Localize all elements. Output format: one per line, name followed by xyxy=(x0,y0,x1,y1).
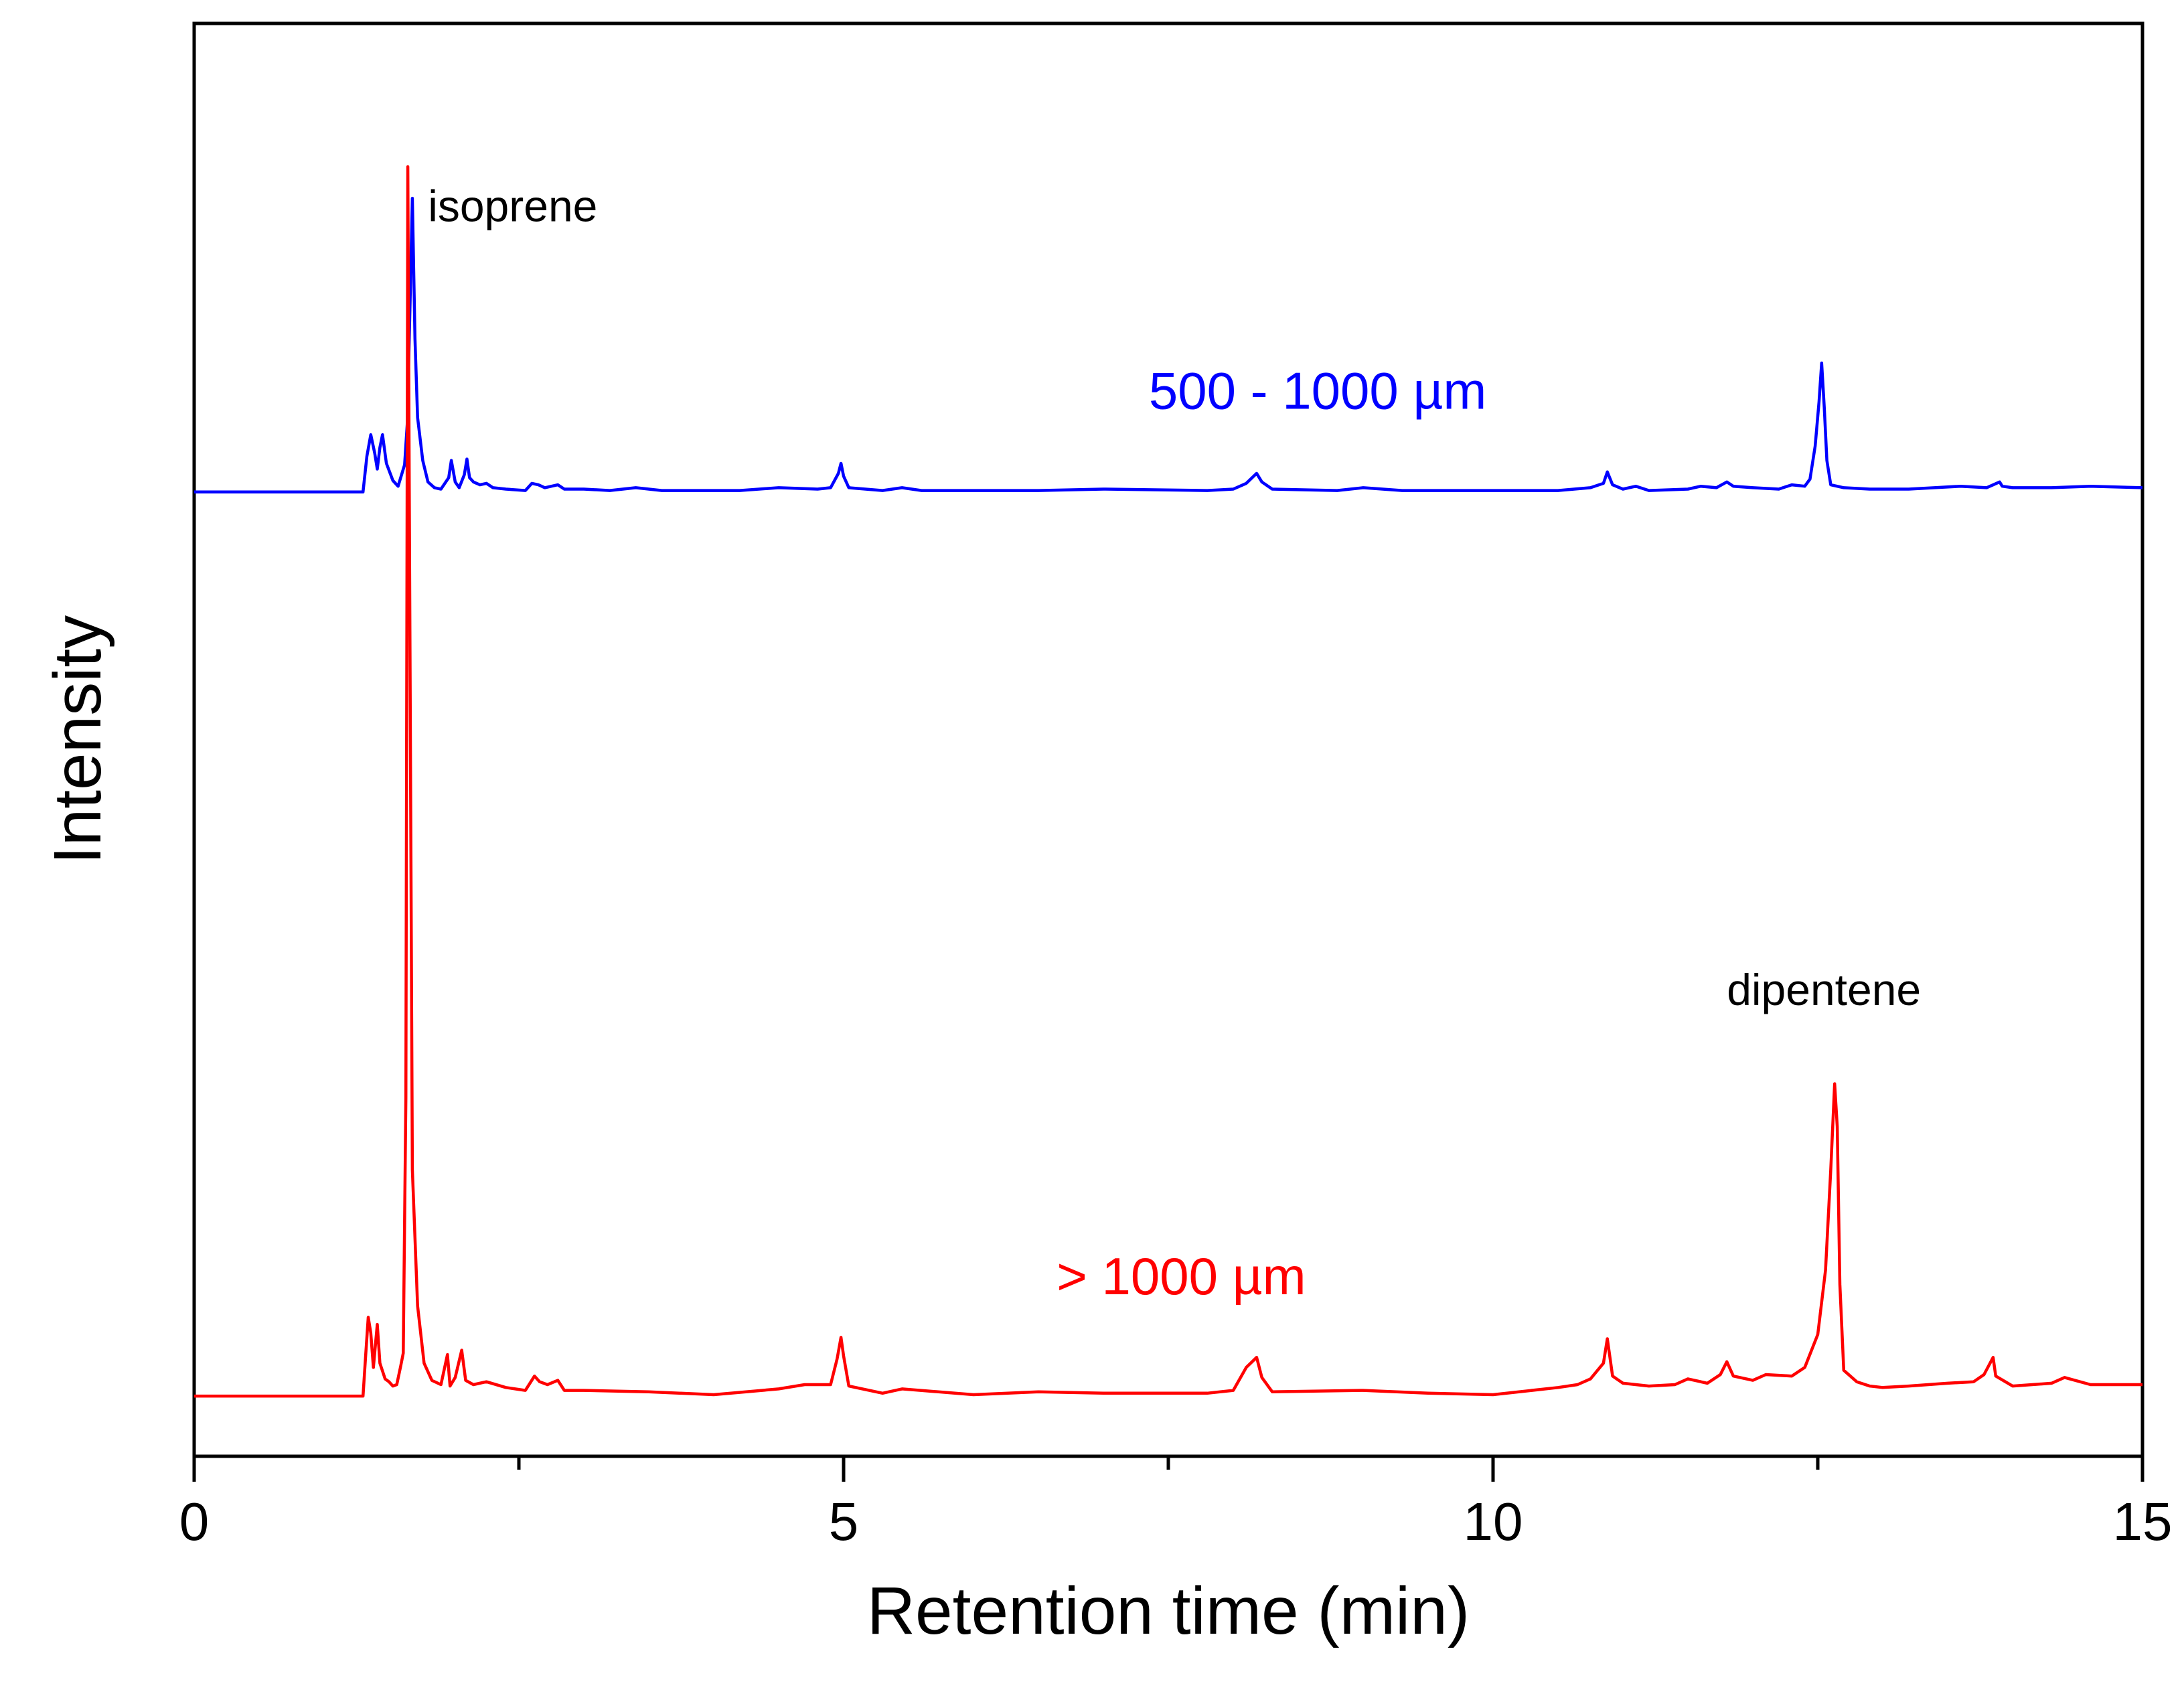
x-axis-title: Retention time (min) xyxy=(867,1573,1470,1648)
x-tick-label: 15 xyxy=(2113,1492,2173,1551)
series-layer: 500 - 1000 µm > 1000 µm xyxy=(194,165,2143,1398)
x-axis: 0 5 10 15 xyxy=(179,1456,2173,1551)
series-line-1 xyxy=(194,165,2142,1398)
series-label-0: 500 - 1000 µm xyxy=(1149,362,1487,420)
x-tick-label: 10 xyxy=(1464,1492,1523,1551)
plot-frame xyxy=(192,21,2144,1458)
series-label-1: > 1000 µm xyxy=(1057,1247,1306,1306)
peak-annotation: dipentene xyxy=(1727,965,1921,1014)
x-tick-label: 0 xyxy=(179,1492,210,1551)
series-line-0 xyxy=(194,196,2143,494)
annotation-layer: isoprene dipentene xyxy=(428,181,1921,1014)
x-tick-label: 5 xyxy=(829,1492,859,1551)
peak-annotation: isoprene xyxy=(428,181,597,230)
y-axis-title: Intensity xyxy=(40,615,115,864)
